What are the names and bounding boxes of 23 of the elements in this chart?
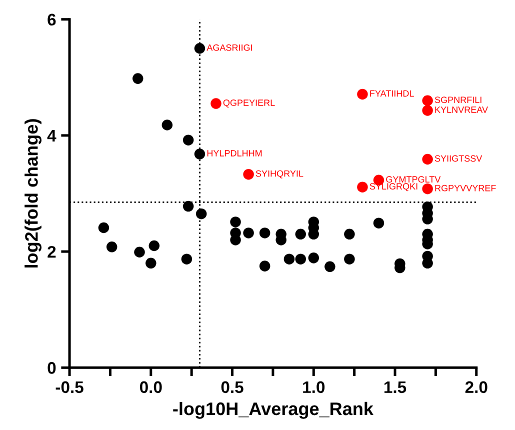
annotation: SYIHQRYIL xyxy=(256,170,304,178)
y-tick-label: 4 xyxy=(47,130,56,142)
annotation: HYLPDLHHM xyxy=(207,150,262,156)
annotation: SYIIGTSSV xyxy=(434,155,482,162)
y-tick-label: 2 xyxy=(48,246,56,258)
x-tick-label: 1.0 xyxy=(303,381,325,394)
annotation: GYMTPGLTV xyxy=(386,176,441,183)
y-axis-title: log2(fold change) xyxy=(24,119,42,268)
y-tick-label: 6 xyxy=(48,14,56,26)
annotation: RGPYVVYREF xyxy=(435,184,496,192)
annotation: QGPEYIERL xyxy=(223,100,275,108)
y-tick-label: 0 xyxy=(48,362,56,374)
x-tick-label: 2.0 xyxy=(465,381,488,394)
annotation: FYATIIHDL xyxy=(370,90,414,97)
x-tick-label: 0.0 xyxy=(140,381,162,394)
annotation: SYLIGRQKI xyxy=(370,183,418,192)
annotation: SGPNRFILI xyxy=(434,96,482,104)
x-axis-title: -log10H_Average_Rank xyxy=(173,402,374,419)
annotation: KYLNVREAV xyxy=(435,106,488,113)
annotation: AGASRIIGI xyxy=(206,44,252,51)
x-tick-label: 0.5 xyxy=(221,381,244,394)
x-tick-label: -0.5 xyxy=(56,381,84,394)
x-tick-label: 1.5 xyxy=(384,381,406,394)
